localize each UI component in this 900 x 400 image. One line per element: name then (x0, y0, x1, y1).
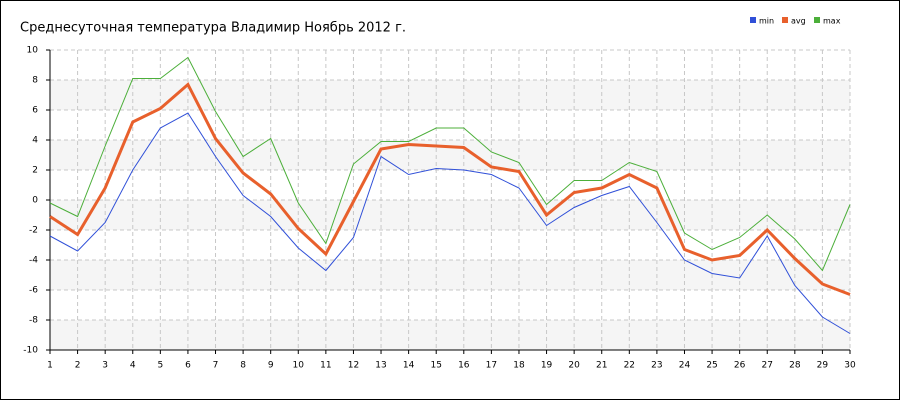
y-tick-label: -4 (29, 256, 38, 266)
y-tick-label: 8 (32, 76, 38, 86)
x-tick-label: 27 (762, 361, 773, 371)
x-tick-label: 1 (47, 361, 53, 371)
series-line (49, 56, 851, 272)
legend-swatch (782, 17, 788, 23)
x-tick-label: 3 (102, 361, 108, 371)
legend-label: max (823, 17, 841, 26)
y-tick-label: -10 (23, 346, 38, 356)
x-tick-label: 22 (624, 361, 635, 371)
x-tick-label: 21 (596, 361, 607, 371)
legend-label: min (759, 17, 774, 26)
x-tick-label: 30 (844, 361, 856, 371)
y-tick-label: 10 (27, 46, 39, 56)
y-tick-label: 6 (32, 106, 38, 116)
x-tick-label: 12 (348, 361, 359, 371)
x-tick-label: 10 (293, 361, 305, 371)
grid-band (50, 80, 850, 110)
x-tick-label: 29 (817, 361, 829, 371)
x-tick-label: 28 (789, 361, 801, 371)
grid-band (50, 260, 850, 290)
legend-swatch (750, 17, 756, 23)
y-tick-label: 2 (32, 166, 38, 176)
legend-swatch (814, 17, 820, 23)
x-tick-label: 16 (458, 361, 470, 371)
y-tick-label: 4 (32, 136, 38, 146)
x-tick-label: 19 (541, 361, 553, 371)
x-tick-label: 20 (568, 361, 580, 371)
x-tick-label: 8 (240, 361, 246, 371)
x-tick-label: 13 (375, 361, 386, 371)
x-tick-label: 14 (403, 361, 415, 371)
x-tick-label: 24 (679, 361, 691, 371)
x-tick-label: 17 (486, 361, 497, 371)
y-tick-label: -6 (29, 286, 38, 296)
x-tick-label: 23 (651, 361, 662, 371)
x-tick-label: 6 (185, 361, 191, 371)
grid-band (50, 140, 850, 170)
x-tick-label: 15 (430, 361, 441, 371)
y-tick-label: -8 (29, 316, 38, 326)
x-tick-label: 18 (513, 361, 525, 371)
x-tick-label: 26 (734, 361, 746, 371)
y-tick-label: 0 (32, 196, 38, 206)
x-tick-label: 5 (157, 361, 163, 371)
chart-title: Среднесуточная температура Владимир Нояб… (20, 21, 406, 36)
grid-band (50, 200, 850, 230)
x-tick-label: 4 (130, 361, 136, 371)
series-line (49, 82, 851, 296)
x-tick-label: 9 (268, 361, 274, 371)
x-tick-label: 7 (213, 361, 219, 371)
grid-band (50, 320, 850, 350)
y-tick-label: -2 (29, 226, 38, 236)
x-tick-label: 11 (320, 361, 331, 371)
x-tick-label: 2 (75, 361, 81, 371)
series-line (49, 112, 851, 334)
x-tick-label: 25 (706, 361, 717, 371)
legend-label: avg (791, 17, 806, 26)
